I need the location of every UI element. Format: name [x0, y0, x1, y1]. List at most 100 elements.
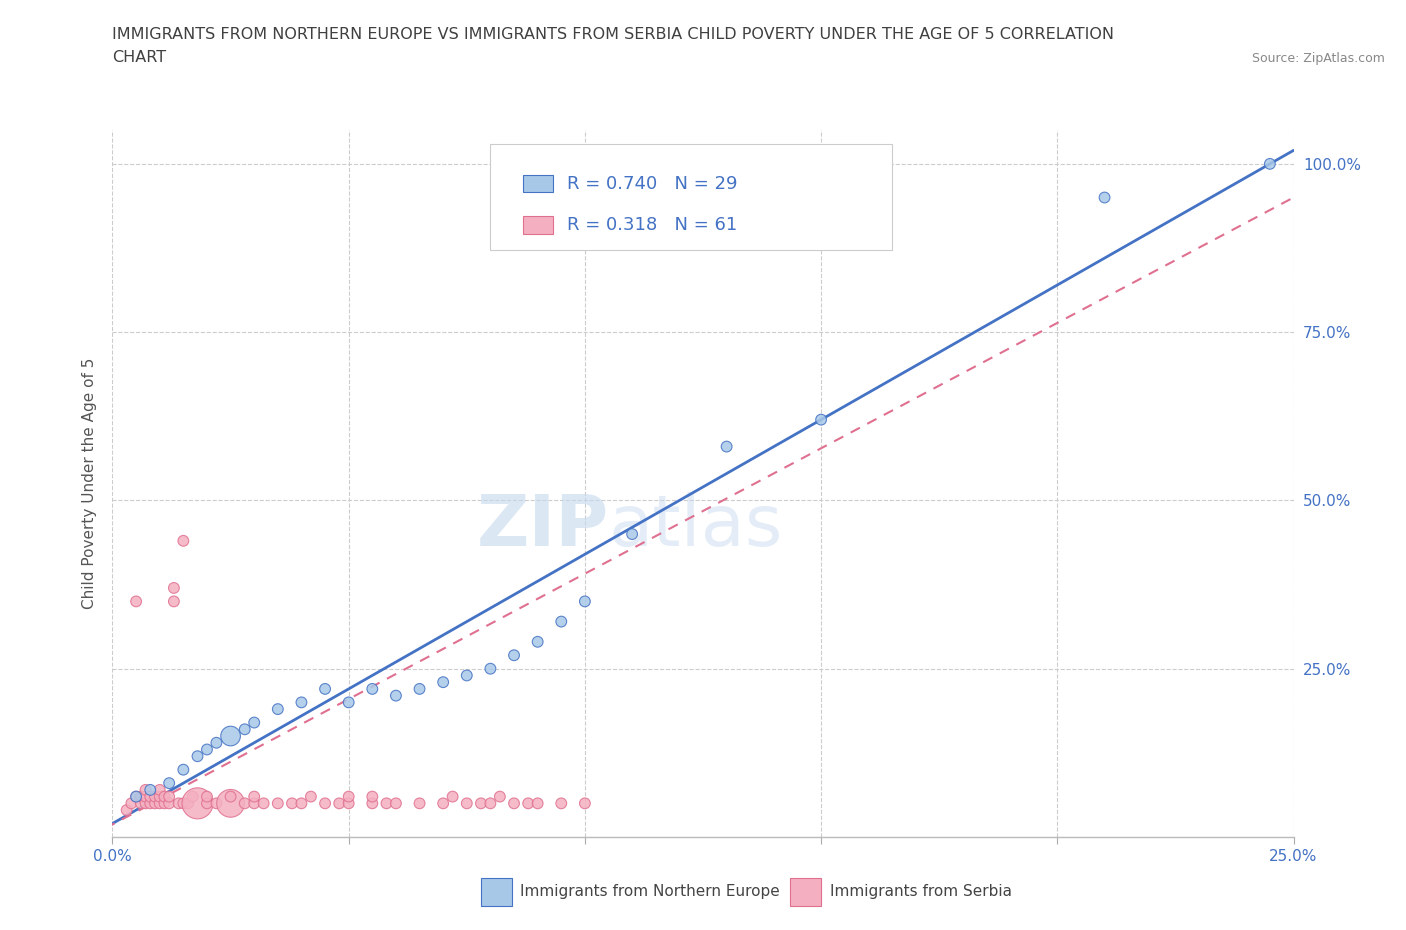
Point: [314, 796, 336, 811]
Point: [157, 790, 180, 804]
Point: [139, 790, 162, 804]
Point: [299, 790, 322, 804]
Point: [115, 803, 138, 817]
Point: [470, 796, 492, 811]
Point: [172, 534, 194, 549]
Point: [385, 688, 408, 703]
FancyBboxPatch shape: [523, 216, 553, 233]
Point: [526, 796, 548, 811]
Text: IMMIGRANTS FROM NORTHERN EUROPE VS IMMIGRANTS FROM SERBIA CHILD POVERTY UNDER TH: IMMIGRANTS FROM NORTHERN EUROPE VS IMMIG…: [112, 27, 1115, 42]
Text: Immigrants from Serbia: Immigrants from Serbia: [830, 884, 1011, 899]
Text: atlas: atlas: [609, 492, 783, 561]
Point: [550, 796, 572, 811]
Point: [479, 661, 502, 676]
Point: [135, 796, 157, 811]
Point: [233, 722, 256, 737]
Point: [290, 695, 312, 710]
Point: [195, 796, 218, 811]
Point: [328, 796, 350, 811]
Point: [267, 796, 290, 811]
Point: [153, 790, 176, 804]
Point: [186, 796, 208, 811]
Text: R = 0.318   N = 61: R = 0.318 N = 61: [567, 216, 737, 234]
Point: [125, 790, 148, 804]
Point: [153, 796, 176, 811]
Point: [716, 439, 738, 454]
Point: [181, 790, 204, 804]
Point: [157, 776, 180, 790]
Point: [503, 648, 526, 663]
Point: [361, 682, 384, 697]
Point: [337, 695, 360, 710]
Point: [233, 796, 256, 811]
Point: [186, 749, 208, 764]
Point: [361, 796, 384, 811]
Point: [129, 796, 152, 811]
Point: [456, 796, 478, 811]
Point: [143, 796, 166, 811]
Point: [456, 668, 478, 683]
Point: [219, 790, 242, 804]
Point: [375, 796, 398, 811]
Point: [149, 796, 172, 811]
Point: [163, 594, 186, 609]
Point: [517, 796, 540, 811]
Point: [135, 782, 157, 797]
FancyBboxPatch shape: [491, 144, 891, 250]
Point: [489, 790, 512, 804]
Point: [337, 790, 360, 804]
Point: [243, 790, 266, 804]
Point: [149, 790, 172, 804]
Point: [432, 675, 454, 690]
Point: [408, 682, 430, 697]
Point: [205, 796, 228, 811]
Point: [621, 526, 644, 541]
Point: [574, 796, 596, 811]
Point: [432, 796, 454, 811]
Point: [253, 796, 276, 811]
Point: [408, 796, 430, 811]
Point: [120, 796, 142, 811]
Text: R = 0.740   N = 29: R = 0.740 N = 29: [567, 175, 738, 193]
Point: [177, 796, 200, 811]
Point: [441, 790, 464, 804]
Point: [149, 782, 172, 797]
Text: Immigrants from Northern Europe: Immigrants from Northern Europe: [520, 884, 780, 899]
Point: [143, 790, 166, 804]
Point: [172, 796, 194, 811]
Point: [125, 594, 148, 609]
Point: [267, 701, 290, 716]
Point: [243, 796, 266, 811]
Point: [195, 790, 218, 804]
Point: [385, 796, 408, 811]
Text: Source: ZipAtlas.com: Source: ZipAtlas.com: [1251, 52, 1385, 65]
Point: [550, 614, 572, 629]
Point: [574, 594, 596, 609]
Point: [479, 796, 502, 811]
Point: [139, 782, 162, 797]
Point: [219, 796, 242, 811]
Point: [1258, 156, 1281, 171]
Y-axis label: Child Poverty Under the Age of 5: Child Poverty Under the Age of 5: [82, 358, 97, 609]
Point: [503, 796, 526, 811]
Point: [195, 742, 218, 757]
Point: [1094, 190, 1116, 205]
Point: [337, 796, 360, 811]
Point: [810, 412, 832, 427]
Point: [157, 796, 180, 811]
FancyBboxPatch shape: [523, 175, 553, 193]
Point: [281, 796, 304, 811]
Point: [290, 796, 312, 811]
Point: [125, 790, 148, 804]
Point: [205, 736, 228, 751]
Point: [167, 796, 190, 811]
Point: [314, 682, 336, 697]
Point: [172, 763, 194, 777]
Point: [243, 715, 266, 730]
Point: [135, 790, 157, 804]
Point: [219, 728, 242, 743]
Point: [139, 796, 162, 811]
Point: [129, 790, 152, 804]
Point: [361, 790, 384, 804]
Point: [526, 634, 548, 649]
